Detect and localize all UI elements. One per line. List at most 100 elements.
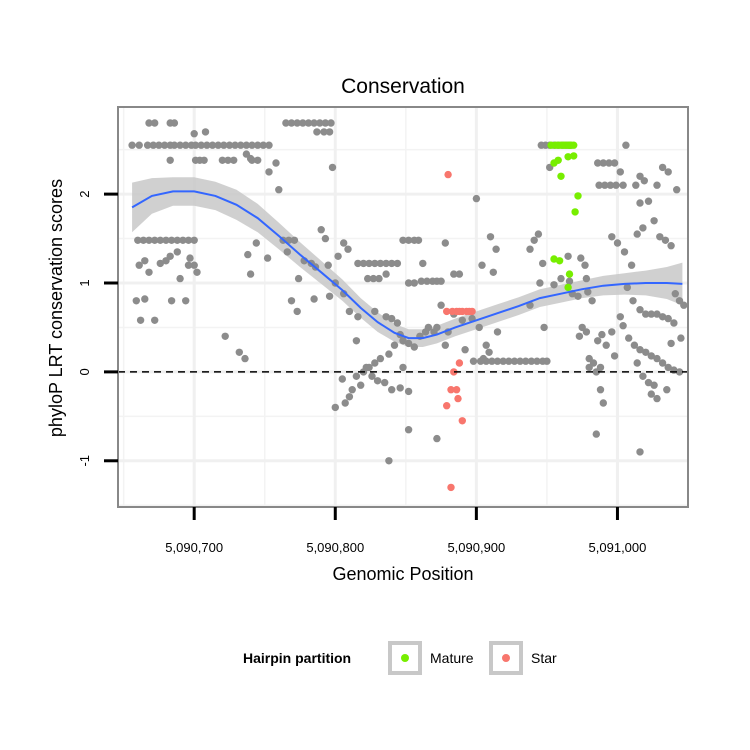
data-point <box>388 314 396 323</box>
data-point <box>334 252 342 260</box>
data-point <box>644 197 653 205</box>
data-point <box>275 186 283 194</box>
y-axis-label: phyloP LRT conservation scores <box>46 179 66 437</box>
data-point <box>610 159 619 167</box>
data-point <box>287 297 296 305</box>
x-axis-label: Genomic Position <box>332 564 473 584</box>
data-point <box>647 310 655 318</box>
data-point <box>345 307 354 316</box>
data-point <box>265 168 273 176</box>
data-point <box>237 141 245 149</box>
legend-star-marker <box>502 654 510 662</box>
data-point-mature <box>571 208 579 216</box>
data-point <box>396 384 404 392</box>
data-point <box>246 270 255 278</box>
data-point <box>143 141 152 149</box>
data-point <box>338 375 346 383</box>
data-point <box>616 168 624 176</box>
data-point <box>371 259 379 268</box>
data-point <box>341 399 349 407</box>
data-point <box>170 141 179 149</box>
data-point <box>588 297 596 305</box>
data-point <box>167 297 176 305</box>
data-point <box>263 254 272 262</box>
data-point <box>677 334 685 342</box>
data-point <box>173 248 181 256</box>
data-point <box>162 257 170 265</box>
data-point <box>135 141 143 149</box>
data-point <box>644 378 653 387</box>
data-point <box>510 357 519 365</box>
data-point <box>610 352 619 360</box>
data-point <box>283 248 291 256</box>
data-point <box>575 332 584 340</box>
data-point <box>478 261 486 269</box>
data-point <box>151 236 159 244</box>
data-point <box>664 314 672 323</box>
data-point <box>636 346 644 354</box>
data-point <box>605 159 613 167</box>
data-point <box>399 337 407 345</box>
data-point <box>417 277 425 285</box>
data-point <box>533 357 541 365</box>
data-point <box>176 274 184 283</box>
data-point <box>365 259 373 268</box>
data-point <box>424 323 433 332</box>
data-point <box>382 313 390 321</box>
data-point <box>399 236 407 244</box>
data-point <box>653 394 661 403</box>
data-point <box>598 330 606 339</box>
data-point <box>536 279 544 287</box>
data-point-mature <box>570 141 578 149</box>
data-point <box>166 156 174 164</box>
data-point <box>304 119 313 127</box>
x-tick-label: 5,090,700 <box>165 540 223 555</box>
data-point <box>437 277 445 285</box>
data-point <box>658 163 667 172</box>
data-point <box>186 254 194 262</box>
data-point <box>385 457 393 465</box>
data-point <box>191 141 200 149</box>
data-point <box>151 316 159 324</box>
data-point <box>376 354 385 363</box>
data-point-mature <box>564 153 572 161</box>
data-point <box>390 341 399 349</box>
y-tick-label: 0 <box>77 368 92 375</box>
legend-label-star: Star <box>531 650 557 666</box>
data-point <box>455 270 464 278</box>
data-point <box>616 313 624 321</box>
smooth-line <box>131 190 683 340</box>
data-point <box>128 141 136 149</box>
data-point-star <box>447 483 455 492</box>
data-point <box>364 274 372 283</box>
data-point <box>550 281 558 289</box>
data-point <box>485 348 493 356</box>
data-point <box>612 181 620 189</box>
data-point <box>488 357 496 365</box>
data-point <box>293 307 301 316</box>
data-point <box>414 236 423 244</box>
data-point <box>193 268 201 276</box>
data-point <box>354 313 362 321</box>
legend-title: Hairpin partition <box>243 650 351 666</box>
data-point <box>619 322 627 330</box>
data-point <box>141 295 149 303</box>
data-point <box>132 297 140 305</box>
data-point <box>441 341 449 349</box>
data-point <box>458 316 466 324</box>
data-point <box>599 399 607 407</box>
data-point <box>328 163 337 172</box>
data-point <box>650 217 658 225</box>
data-point <box>540 323 548 332</box>
data-point <box>362 363 370 372</box>
data-point <box>399 363 407 372</box>
data-point <box>203 141 211 149</box>
data-point <box>190 261 198 269</box>
data-point-star <box>468 307 476 316</box>
data-point <box>282 119 290 127</box>
data-point <box>321 119 330 127</box>
data-point <box>642 310 650 318</box>
data-point <box>530 236 538 244</box>
data-point <box>344 245 352 253</box>
data-point <box>359 259 368 268</box>
